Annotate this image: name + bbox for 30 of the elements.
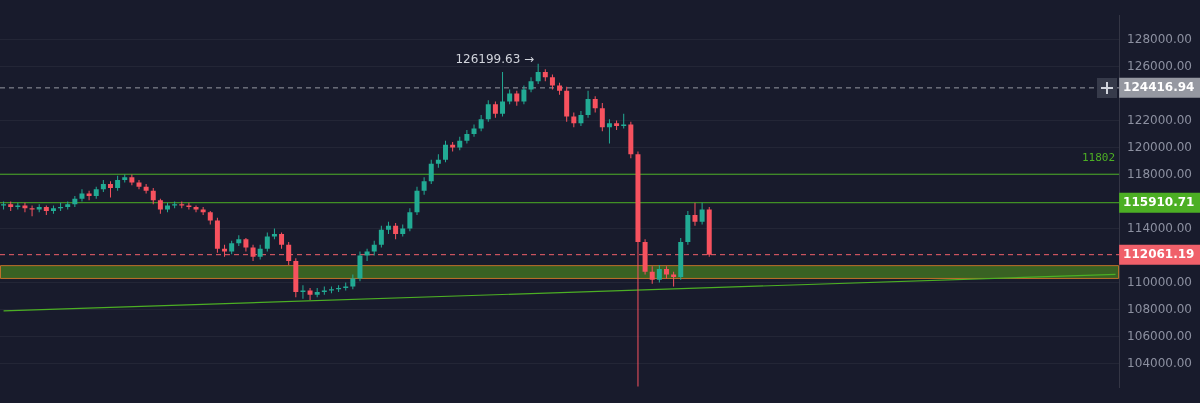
ref-line-label: 112061.19: [1123, 246, 1195, 261]
y-tick-label: 118000.00: [1127, 166, 1193, 181]
ref-line-label: 124416.94: [1123, 80, 1195, 94]
candlestick: [50, 205, 56, 214]
y-tick-label: 104000.00: [1127, 355, 1193, 370]
candlestick: [450, 142, 456, 152]
y-tick-label: 106000.00: [1127, 328, 1193, 343]
y-tick-label: 120000.00: [1127, 139, 1193, 154]
annotation: 11802: [1081, 151, 1116, 165]
candlestick: [86, 190, 92, 201]
candlestick: [364, 248, 370, 261]
candlestick: [122, 174, 128, 183]
ref-line-label: 115910.71: [1123, 194, 1195, 209]
candlestick: [350, 274, 356, 290]
y-tick-label: 110000.00: [1127, 274, 1193, 289]
y-tick-label: 128000.00: [1127, 31, 1193, 46]
candlestick: [8, 201, 14, 211]
candlestick: [29, 205, 35, 217]
y-tick-label: 108000.00: [1127, 301, 1193, 316]
y-tick-label: 114000.00: [1127, 220, 1193, 235]
candlestick: [671, 271, 677, 287]
candlestick: [314, 287, 320, 298]
candlestick: [271, 228, 277, 240]
y-tick-label: 126000.00: [1127, 58, 1193, 73]
y-tick-label: 122000.00: [1127, 112, 1193, 127]
candlestick: [36, 204, 42, 213]
candlestick: [614, 120, 620, 130]
annotation: 126199.63 →: [455, 51, 535, 66]
candlestick: [65, 201, 71, 210]
candlestick: [1, 201, 7, 210]
